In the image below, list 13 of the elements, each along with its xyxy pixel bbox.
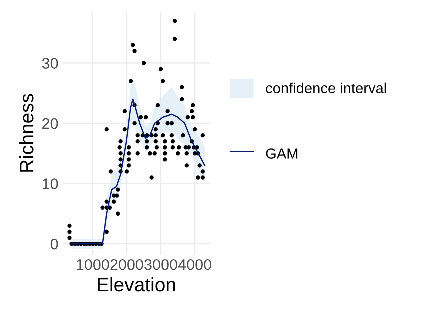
legend-label: GAM (266, 148, 298, 159)
x-tick-label: 3000 (144, 259, 178, 270)
x-axis-title: Elevation (98, 277, 176, 292)
text: confidence interval (266, 82, 386, 94)
x-tick-label: 2000 (110, 259, 144, 270)
y-tick-label: 30 (42, 58, 58, 69)
y-axis-title: Richness (19, 94, 34, 172)
y-tick-label: 0 (50, 238, 58, 250)
x-tick-label: 4000 (178, 259, 212, 270)
line-series (71, 98, 206, 245)
y-tick-label: 10 (42, 178, 58, 190)
y-tick-label: 20 (42, 118, 58, 130)
x-tick-label: 1000 (77, 259, 110, 270)
